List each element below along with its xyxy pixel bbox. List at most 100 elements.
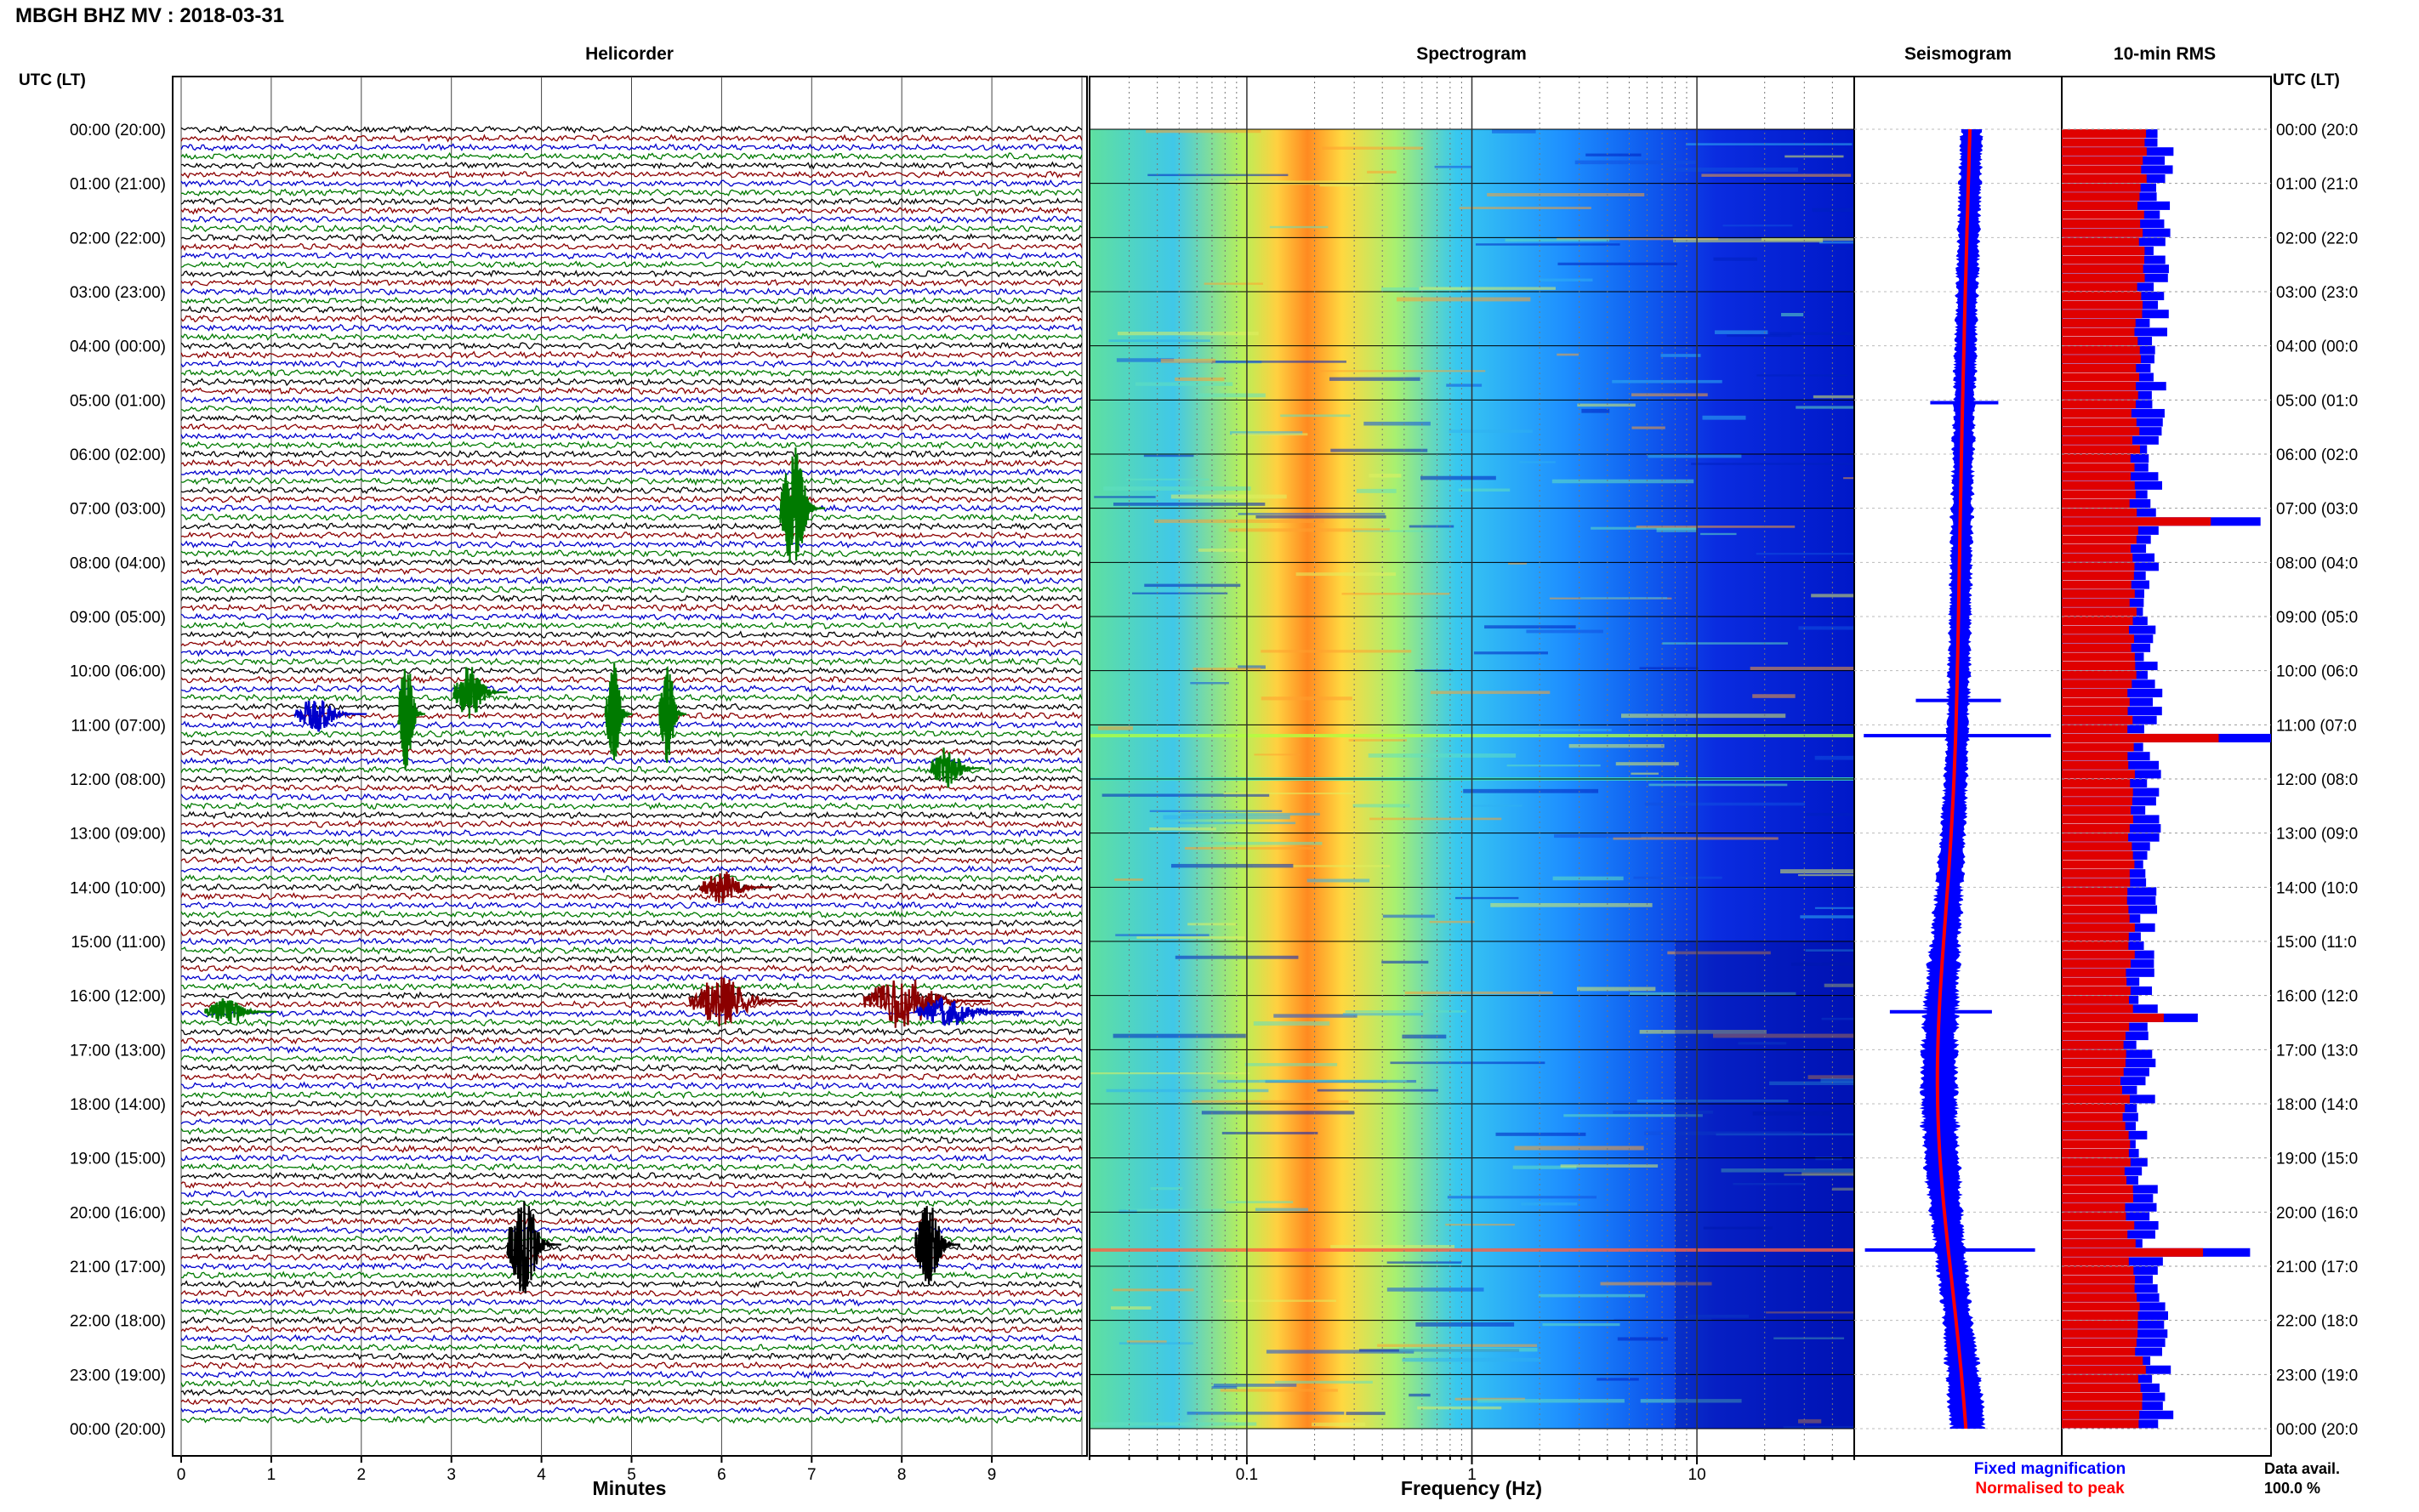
helicorder-trace bbox=[180, 521, 1083, 531]
spectrogram-speckle bbox=[1386, 1287, 1484, 1292]
spectrogram-speckle bbox=[1254, 753, 1301, 756]
spectrogram-speckle bbox=[1825, 247, 1854, 250]
spectrogram-speckle bbox=[1790, 962, 1854, 966]
helicorder-trace bbox=[180, 865, 1083, 873]
rms-bar-normalised bbox=[2062, 237, 2139, 247]
spectrogram-speckle bbox=[1644, 1131, 1803, 1135]
spectrogram-speckle bbox=[1631, 772, 1659, 775]
spectrogram-speckle bbox=[1449, 429, 1533, 433]
spectrogram-speckle bbox=[1382, 914, 1435, 918]
helicorder-trace bbox=[180, 196, 1083, 206]
helicorder-trace bbox=[180, 161, 1083, 170]
time-label-left: 17:00 (13:00) bbox=[70, 1042, 166, 1060]
helicorder-trace bbox=[180, 242, 1083, 252]
spectrogram-speckle bbox=[1211, 1385, 1238, 1390]
helicorder-trace bbox=[180, 1054, 1083, 1063]
helicorder-trace bbox=[180, 458, 1083, 468]
helicorder-trace bbox=[180, 1099, 1083, 1108]
helicorder-trace bbox=[180, 963, 1083, 973]
helicorder-tick-label: 2 bbox=[357, 1466, 367, 1484]
spectrogram-speckle bbox=[1821, 1017, 1854, 1020]
helicorder-x-ticks: 0 1 2 3 4 5 6 7 8 9 bbox=[177, 1456, 996, 1484]
rms-bar-normalised bbox=[2062, 192, 2140, 202]
time-label-left: 14:00 (10:00) bbox=[70, 879, 166, 897]
rms-bar-normalised bbox=[2062, 174, 2147, 184]
time-label-right: 07:00 (03:0 bbox=[2276, 501, 2358, 519]
rms-bar-normalised bbox=[2062, 292, 2142, 301]
rms-bar-normalised bbox=[2062, 842, 2132, 851]
rms-bar-normalised bbox=[2062, 571, 2134, 580]
rms-bar-normalised bbox=[2062, 1085, 2122, 1094]
spectrogram-speckle bbox=[1149, 810, 1283, 812]
helicorder-event bbox=[604, 662, 633, 761]
helicorder-trace bbox=[180, 404, 1083, 414]
spectrogram-speckle bbox=[1557, 237, 1719, 241]
spectrogram-speckle bbox=[1814, 907, 1854, 909]
rms-bar-normalised bbox=[2062, 707, 2128, 716]
spectrogram-speckle bbox=[1552, 876, 1624, 881]
helicorder-trace bbox=[180, 1361, 1083, 1370]
rms-bar-normalised bbox=[2062, 228, 2143, 237]
helicorder-trace bbox=[181, 513, 1083, 521]
helicorder-tick-label: 0 bbox=[177, 1466, 186, 1484]
time-label-right: 03:00 (23:0 bbox=[2276, 284, 2358, 302]
helicorder-event bbox=[658, 665, 687, 764]
rms-bar-normalised bbox=[2062, 1094, 2130, 1104]
spectrogram-speckle bbox=[1756, 553, 1854, 555]
spectrogram-speckle bbox=[1190, 682, 1229, 685]
rms-bar-normalised bbox=[2062, 183, 2141, 192]
spectrogram-speckle bbox=[1600, 1282, 1712, 1286]
rms-bar-normalised bbox=[2062, 787, 2133, 797]
spectrogram-speckle bbox=[1722, 225, 1793, 227]
rms-bar-normalised bbox=[2062, 662, 2136, 671]
helicorder-tick-label: 5 bbox=[627, 1466, 636, 1484]
spectrogram-speckle bbox=[1820, 1078, 1854, 1083]
time-label-right: 12:00 (08:0 bbox=[2276, 771, 2358, 789]
spectrogram-speckle bbox=[1691, 463, 1854, 465]
helicorder-trace bbox=[180, 1325, 1083, 1334]
rms-bar-normalised bbox=[2062, 733, 2219, 742]
spectrogram-speckle bbox=[1477, 1399, 1625, 1403]
spectrogram-speckle bbox=[1228, 180, 1375, 185]
rms-bar-normalised bbox=[2062, 282, 2137, 292]
spectrogram-speckle bbox=[1585, 153, 1642, 156]
rms-bar-normalised bbox=[2062, 833, 2129, 842]
rms-bar-normalised bbox=[2062, 850, 2133, 860]
rms-bar-normalised bbox=[2062, 968, 2126, 977]
spectrogram-speckle bbox=[1341, 593, 1450, 595]
spectrogram-speckle bbox=[1181, 812, 1320, 816]
spectrogram-speckle bbox=[1198, 549, 1248, 552]
helicorder-event bbox=[698, 871, 772, 903]
helicorder-event bbox=[452, 667, 508, 719]
helicorder-trace bbox=[180, 693, 1083, 702]
spectrogram-speckle bbox=[1700, 532, 1737, 536]
rms-bar-normalised bbox=[2062, 770, 2135, 779]
rms-bar-normalised bbox=[2062, 1284, 2135, 1293]
time-label-left: 13:00 (09:00) bbox=[70, 826, 166, 844]
helicorder-trace bbox=[180, 314, 1083, 323]
rms-bar-normalised bbox=[2062, 490, 2136, 499]
helicorder-trace bbox=[180, 1280, 1083, 1289]
spectrogram-speckle bbox=[1644, 802, 1806, 806]
spectrogram-speckle bbox=[1733, 1182, 1807, 1185]
rms-bar-normalised bbox=[2062, 1040, 2124, 1049]
spectrogram-speckle bbox=[1521, 1202, 1578, 1206]
spectrogram-speckle bbox=[1713, 1033, 1854, 1038]
rms-bar-normalised bbox=[2062, 1230, 2128, 1239]
spectrogram-speckle bbox=[1454, 896, 1519, 900]
helicorder-trace bbox=[180, 1370, 1083, 1379]
helicorder-trace bbox=[180, 377, 1083, 387]
rms-bar-normalised bbox=[2062, 535, 2137, 544]
helicorder-trace bbox=[180, 873, 1083, 883]
helicorder-trace bbox=[180, 828, 1083, 838]
helicorder-trace bbox=[180, 1063, 1083, 1072]
spectrogram-speckle bbox=[1143, 454, 1194, 458]
time-label-left: 00:00 (20:00) bbox=[70, 122, 166, 139]
seismogram-normalised-line bbox=[1935, 128, 1972, 1430]
spectrogram-speckle bbox=[1363, 421, 1431, 426]
spectrogram-speckle bbox=[1367, 170, 1397, 173]
spectrogram-speckle bbox=[1261, 650, 1412, 653]
rms-bar-normalised bbox=[2062, 697, 2130, 707]
spectrogram-tick-label: 10 bbox=[1688, 1466, 1706, 1484]
spectrogram-speckle bbox=[1368, 753, 1517, 758]
